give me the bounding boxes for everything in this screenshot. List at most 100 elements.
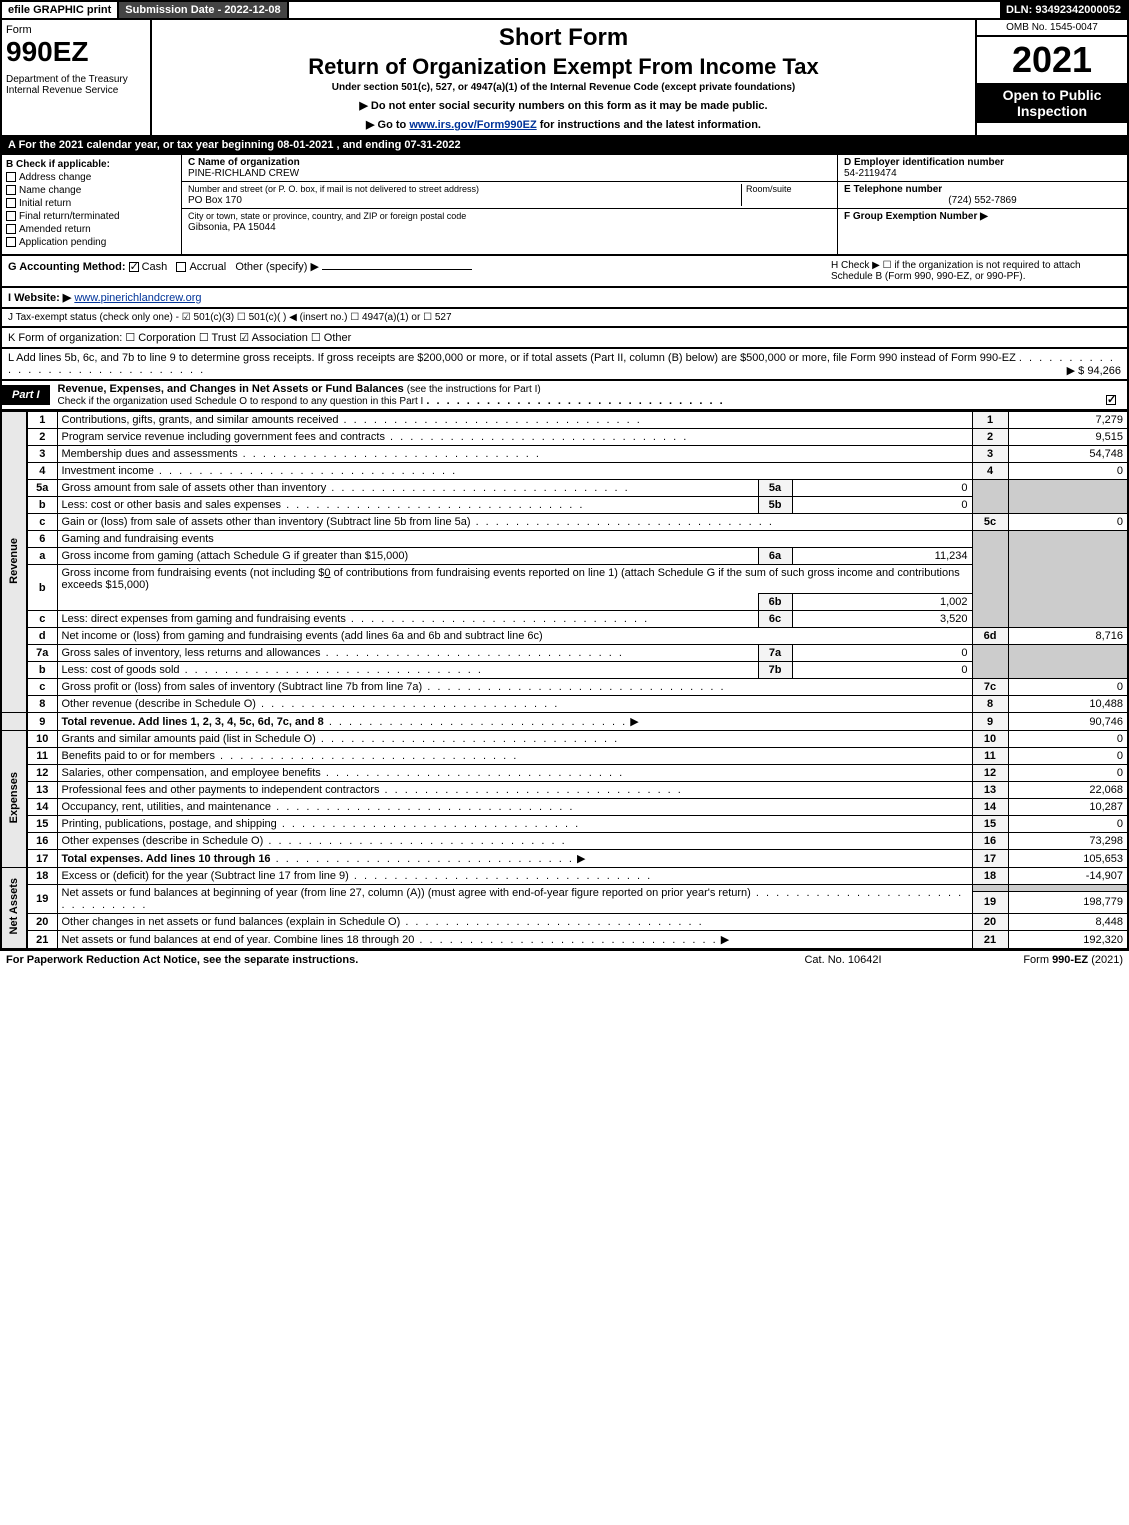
side-netassets: Net Assets <box>1 868 27 950</box>
phone-value: (724) 552-7869 <box>844 195 1121 206</box>
part1-check-text: Check if the organization used Schedule … <box>58 396 424 407</box>
line-14-val: 10,287 <box>1008 799 1128 816</box>
efile-print-label[interactable]: efile GRAPHIC print <box>2 2 119 18</box>
line-21-numcol: 21 <box>972 931 1008 950</box>
l-amount: ▶ $ 94,266 <box>1067 364 1121 377</box>
section-g-h: G Accounting Method: Cash Accrual Other … <box>0 256 1129 288</box>
shade-7ab-val <box>1008 645 1128 679</box>
line-20-val: 8,448 <box>1008 914 1128 931</box>
d-label: D Employer identification number <box>844 157 1004 168</box>
line-18-val: -14,907 <box>1008 868 1128 885</box>
chk-cash[interactable] <box>129 262 139 272</box>
chk-accrual[interactable] <box>176 262 186 272</box>
submission-date: Submission Date - 2022-12-08 <box>119 2 288 18</box>
line-10-val: 0 <box>1008 731 1128 748</box>
line-14-num: 14 <box>27 799 57 816</box>
line-6c-num: c <box>27 611 57 628</box>
line-6d-num: d <box>27 628 57 645</box>
line-6-num: 6 <box>27 531 57 548</box>
header-left: Form 990EZ Department of the Treasury In… <box>2 20 152 135</box>
line-19-desc: Net assets or fund balances at beginning… <box>57 885 972 914</box>
form-header: Form 990EZ Department of the Treasury In… <box>0 20 1129 137</box>
line-4-val: 0 <box>1008 463 1128 480</box>
top-bar: efile GRAPHIC print Submission Date - 20… <box>0 0 1129 20</box>
line-7a-sublbl: 7a <box>758 645 792 662</box>
line-1-val: 7,279 <box>1008 412 1128 429</box>
line-5b-num: b <box>27 497 57 514</box>
c-city-row: City or town, state or province, country… <box>182 209 837 235</box>
line-5c-num: c <box>27 514 57 531</box>
section-i: I Website: ▶ www.pinerichlandcrew.org <box>0 288 1129 309</box>
line-2-numcol: 2 <box>972 429 1008 446</box>
line-6a-sublbl: 6a <box>758 548 792 565</box>
line-6d-numcol: 6d <box>972 628 1008 645</box>
line-14-numcol: 14 <box>972 799 1008 816</box>
line-6c-desc: Less: direct expenses from gaming and fu… <box>57 611 758 628</box>
part1-checkbox[interactable] <box>1106 395 1116 405</box>
shade-19 <box>972 885 1008 892</box>
chk-address-change[interactable]: Address change <box>6 172 177 183</box>
line-7b-sublbl: 7b <box>758 662 792 679</box>
website-link[interactable]: www.pinerichlandcrew.org <box>74 292 201 304</box>
line-9-num: 9 <box>27 713 57 731</box>
line-6c-sublbl: 6c <box>758 611 792 628</box>
line-7b-subval: 0 <box>792 662 972 679</box>
topbar-spacer <box>289 2 1000 18</box>
line-17-desc: Total expenses. Add lines 10 through 16 … <box>57 850 972 868</box>
room-label: Room/suite <box>746 184 792 194</box>
line-6a-num: a <box>27 548 57 565</box>
line-14-desc: Occupancy, rent, utilities, and maintena… <box>57 799 972 816</box>
shade-7ab <box>972 645 1008 679</box>
short-form-label: Short Form <box>160 24 967 52</box>
line-6d-val: 8,716 <box>1008 628 1128 645</box>
line-1-numcol: 1 <box>972 412 1008 429</box>
line-6b-desc1: Gross income from fundraising events (no… <box>57 565 972 594</box>
line-7a-desc: Gross sales of inventory, less returns a… <box>57 645 758 662</box>
side-revenue: Revenue <box>1 412 27 713</box>
section-j: J Tax-exempt status (check only one) - ☑… <box>0 309 1129 328</box>
chk-application-pending[interactable]: Application pending <box>6 237 177 248</box>
d-ein-row: D Employer identification number 54-2119… <box>838 155 1127 182</box>
line-20-desc: Other changes in net assets or fund bala… <box>57 914 972 931</box>
chk-name-change[interactable]: Name change <box>6 185 177 196</box>
line-15-val: 0 <box>1008 816 1128 833</box>
org-address: PO Box 170 <box>188 195 242 206</box>
under-section: Under section 501(c), 527, or 4947(a)(1)… <box>160 82 967 93</box>
line-13-val: 22,068 <box>1008 782 1128 799</box>
line-10-desc: Grants and similar amounts paid (list in… <box>57 731 972 748</box>
f-label: F Group Exemption Number ▶ <box>844 211 988 222</box>
irs-link[interactable]: www.irs.gov/Form990EZ <box>409 119 536 131</box>
line-3-desc: Membership dues and assessments <box>57 446 972 463</box>
line-2-val: 9,515 <box>1008 429 1128 446</box>
line-10-num: 10 <box>27 731 57 748</box>
line-3-num: 3 <box>27 446 57 463</box>
arrow-icon: ▶ <box>577 852 585 865</box>
col-c-org: C Name of organization PINE-RICHLAND CRE… <box>182 155 837 254</box>
org-city: Gibsonia, PA 15044 <box>188 222 276 233</box>
chk-amended-return[interactable]: Amended return <box>6 224 177 235</box>
part1-sub: (see the instructions for Part I) <box>407 384 541 395</box>
line-5b-sublbl: 5b <box>758 497 792 514</box>
line-6a-subval: 11,234 <box>792 548 972 565</box>
chk-initial-return[interactable]: Initial return <box>6 198 177 209</box>
chk-final-return[interactable]: Final return/terminated <box>6 211 177 222</box>
arrow-icon: ▶ <box>721 933 729 946</box>
line-6b-subval: 1,002 <box>792 594 972 611</box>
line-3-val: 54,748 <box>1008 446 1128 463</box>
note-goto: ▶ Go to www.irs.gov/Form990EZ for instru… <box>160 118 967 131</box>
g-accounting: G Accounting Method: Cash Accrual Other … <box>8 260 821 282</box>
section-b-to-f: B Check if applicable: Address change Na… <box>0 155 1129 256</box>
line-10-numcol: 10 <box>972 731 1008 748</box>
line-3-numcol: 3 <box>972 446 1008 463</box>
line-12-numcol: 12 <box>972 765 1008 782</box>
line-17-numcol: 17 <box>972 850 1008 868</box>
form-title: Return of Organization Exempt From Incom… <box>160 54 967 80</box>
line-5c-numcol: 5c <box>972 514 1008 531</box>
line-6b-sublbl: 6b <box>758 594 792 611</box>
line-6b-num: b <box>27 565 57 611</box>
line-9-desc: Total revenue. Add lines 1, 2, 3, 4, 5c,… <box>57 713 972 731</box>
c-name-row: C Name of organization PINE-RICHLAND CRE… <box>182 155 837 182</box>
col-d-e-f: D Employer identification number 54-2119… <box>837 155 1127 254</box>
line-2-desc: Program service revenue including govern… <box>57 429 972 446</box>
c-city-label: City or town, state or province, country… <box>188 211 466 221</box>
